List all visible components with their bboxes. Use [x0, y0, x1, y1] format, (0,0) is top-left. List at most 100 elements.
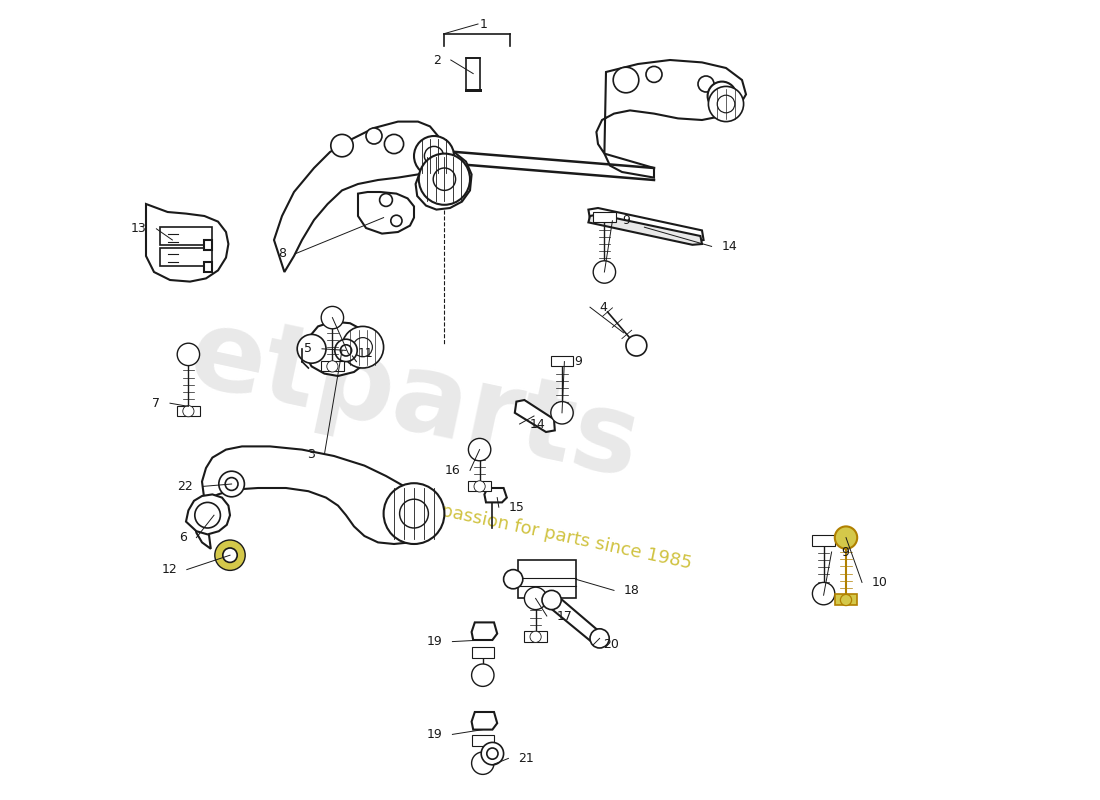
Bar: [466, 58, 481, 90]
Polygon shape: [588, 214, 702, 245]
Polygon shape: [205, 262, 212, 272]
Circle shape: [214, 540, 245, 570]
Circle shape: [425, 146, 443, 166]
Circle shape: [334, 339, 358, 362]
Polygon shape: [596, 60, 746, 154]
Polygon shape: [146, 204, 229, 282]
Circle shape: [353, 338, 373, 357]
Circle shape: [646, 66, 662, 82]
Circle shape: [219, 471, 244, 497]
Text: 22: 22: [177, 480, 194, 493]
Circle shape: [590, 629, 609, 648]
Polygon shape: [588, 208, 704, 242]
Text: 6: 6: [179, 531, 187, 544]
Circle shape: [504, 570, 522, 589]
Bar: [551, 356, 573, 366]
Circle shape: [419, 154, 470, 205]
Polygon shape: [194, 446, 433, 549]
Circle shape: [613, 67, 639, 93]
Text: 12: 12: [162, 563, 177, 576]
Circle shape: [708, 86, 744, 122]
Circle shape: [390, 215, 402, 226]
Circle shape: [342, 326, 384, 368]
Polygon shape: [515, 400, 554, 432]
Bar: [472, 647, 494, 658]
Circle shape: [626, 335, 647, 356]
Circle shape: [399, 499, 428, 528]
Circle shape: [698, 76, 714, 92]
Polygon shape: [416, 148, 472, 210]
Polygon shape: [305, 322, 370, 376]
Circle shape: [469, 438, 491, 461]
Circle shape: [223, 548, 238, 562]
Circle shape: [366, 128, 382, 144]
Bar: [469, 481, 491, 491]
Bar: [525, 631, 547, 642]
Text: 20: 20: [603, 638, 618, 651]
Circle shape: [472, 752, 494, 774]
Text: 2: 2: [433, 54, 441, 66]
Bar: [472, 735, 494, 746]
Polygon shape: [542, 594, 606, 643]
Circle shape: [551, 402, 573, 424]
Text: 3: 3: [307, 448, 315, 461]
Bar: [160, 248, 211, 266]
Circle shape: [717, 95, 735, 113]
Text: 14: 14: [722, 240, 737, 253]
Bar: [160, 227, 211, 245]
Text: 19: 19: [427, 728, 443, 741]
Circle shape: [472, 664, 494, 686]
Circle shape: [474, 481, 485, 492]
Polygon shape: [205, 240, 212, 250]
Polygon shape: [604, 154, 654, 178]
Polygon shape: [472, 622, 497, 640]
Circle shape: [813, 582, 835, 605]
Text: 17: 17: [557, 610, 572, 622]
Polygon shape: [358, 192, 414, 234]
Circle shape: [487, 748, 498, 759]
Circle shape: [321, 306, 343, 329]
Polygon shape: [484, 488, 507, 502]
Circle shape: [414, 136, 454, 176]
Circle shape: [384, 134, 404, 154]
Text: 16: 16: [444, 464, 461, 477]
Text: 11: 11: [358, 347, 374, 360]
Text: 9: 9: [621, 214, 630, 227]
Circle shape: [542, 590, 561, 610]
Text: 5: 5: [305, 342, 312, 355]
Circle shape: [379, 194, 393, 206]
Polygon shape: [274, 122, 442, 272]
Circle shape: [835, 526, 857, 549]
Circle shape: [707, 82, 736, 110]
Text: 19: 19: [427, 635, 443, 648]
Circle shape: [183, 406, 194, 417]
Text: 13: 13: [131, 222, 146, 235]
Bar: [813, 535, 835, 546]
Circle shape: [177, 343, 199, 366]
Circle shape: [840, 594, 851, 606]
Text: 8: 8: [278, 247, 286, 260]
Circle shape: [226, 478, 238, 490]
Circle shape: [525, 587, 547, 610]
Bar: [518, 560, 575, 598]
Bar: [177, 406, 199, 416]
Text: 21: 21: [518, 752, 534, 765]
Text: 4: 4: [600, 301, 607, 314]
Circle shape: [195, 502, 220, 528]
Circle shape: [530, 631, 541, 642]
Circle shape: [327, 361, 338, 372]
Circle shape: [481, 742, 504, 765]
Text: 10: 10: [871, 576, 888, 589]
Bar: [593, 212, 616, 222]
Circle shape: [297, 334, 326, 363]
Polygon shape: [472, 712, 497, 730]
Text: 7: 7: [153, 397, 161, 410]
Text: 1: 1: [480, 18, 487, 30]
Text: 15: 15: [508, 501, 525, 514]
Bar: [321, 361, 343, 371]
Text: a passion for parts since 1985: a passion for parts since 1985: [422, 499, 693, 573]
Circle shape: [340, 345, 352, 356]
Text: 18: 18: [624, 584, 639, 597]
Text: etparts: etparts: [179, 300, 649, 500]
Circle shape: [384, 483, 444, 544]
